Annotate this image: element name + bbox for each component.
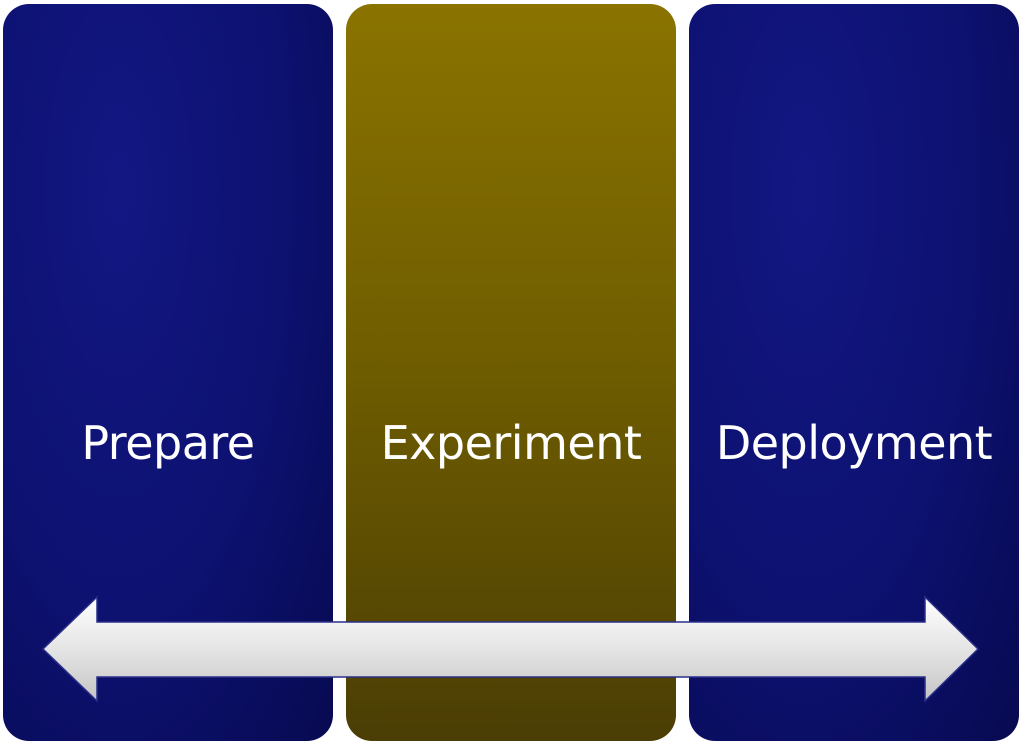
phase-label-prepare: Prepare	[81, 416, 255, 470]
phase-panel-experiment: Experiment	[346, 4, 676, 741]
phase-label-experiment: Experiment	[380, 416, 642, 470]
phase-panel-prepare: Prepare	[3, 4, 333, 741]
phase-panel-deployment: Deployment	[689, 4, 1019, 741]
phase-label-deployment: Deployment	[715, 416, 993, 470]
